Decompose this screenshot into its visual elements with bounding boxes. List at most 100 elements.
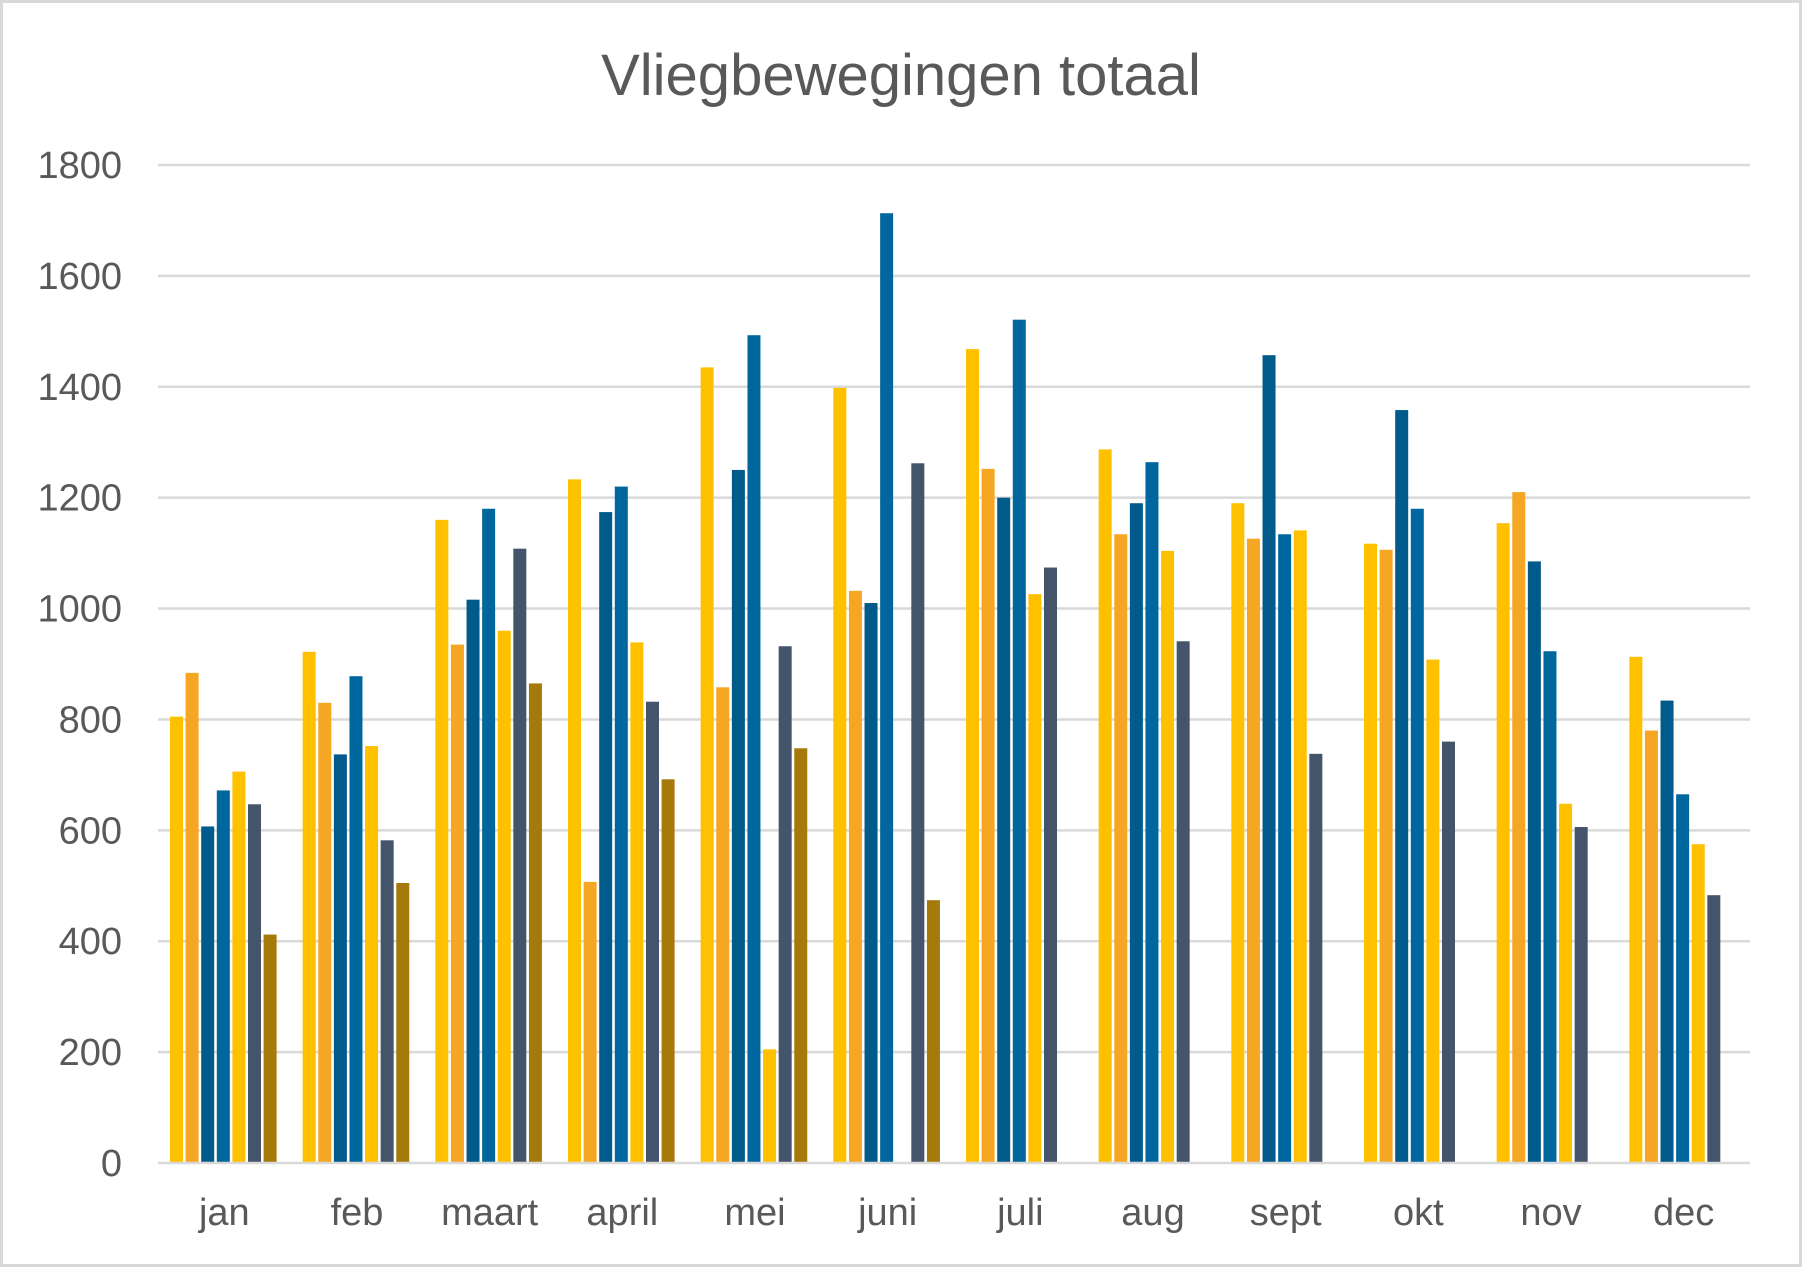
bar-april-series-4	[614, 486, 628, 1164]
bar-juni-series-6	[911, 463, 925, 1163]
y-tick-label: 600	[59, 810, 122, 852]
bar-mei-series-2	[716, 687, 730, 1163]
bar-aug-series-6	[1176, 641, 1190, 1163]
bar-jan-series-6	[248, 804, 261, 1163]
x-tick-label: juli	[996, 1192, 1043, 1234]
bar-jan-series-1	[170, 716, 183, 1163]
bar-dec-series-1	[1629, 656, 1643, 1163]
x-tick-label: feb	[331, 1192, 384, 1234]
x-tick-label: mei	[724, 1192, 785, 1234]
bar-okt-series-3	[1395, 410, 1409, 1163]
bar-jan-series-2	[185, 672, 199, 1163]
bar-mei-series-7	[794, 748, 808, 1163]
bar-maart-series-6	[513, 548, 527, 1163]
x-tick-label: sept	[1250, 1192, 1322, 1234]
y-tick-label: 1000	[37, 589, 122, 631]
bar-mei-series-3	[731, 469, 745, 1163]
bar-april-series-1	[568, 479, 581, 1163]
bar-aug-series-5	[1161, 550, 1175, 1163]
bar-juni-series-7	[926, 900, 940, 1163]
chart-title: Vliegbewegingen totaal	[601, 43, 1201, 108]
bar-mei-series-4	[747, 335, 761, 1163]
bar-juli-series-3	[997, 497, 1011, 1164]
bar-juli-series-1	[966, 349, 979, 1163]
bar-juni-series-4	[880, 213, 894, 1163]
bar-feb-series-4	[349, 676, 363, 1163]
bar-nov-series-3	[1527, 561, 1541, 1163]
bar-juli-series-6	[1044, 567, 1057, 1163]
bar-mei-series-1	[700, 367, 714, 1164]
bar-feb-series-6	[380, 840, 394, 1163]
bar-sept-series-4	[1278, 534, 1292, 1163]
bar-juli-series-2	[981, 468, 995, 1163]
bar-aug-series-3	[1129, 503, 1143, 1163]
y-tick-label: 400	[59, 921, 122, 963]
bar-okt-series-1	[1364, 543, 1377, 1163]
bar-okt-series-5	[1426, 659, 1440, 1163]
bars	[170, 213, 1721, 1164]
bar-april-series-3	[599, 512, 613, 1163]
bar-dec-series-6	[1707, 895, 1721, 1163]
x-tick-label: maart	[441, 1192, 539, 1234]
bar-nov-series-4	[1543, 651, 1557, 1163]
bar-april-series-6	[646, 701, 659, 1163]
bar-maart-series-7	[528, 683, 542, 1163]
bar-april-series-5	[630, 642, 644, 1163]
bar-juni-series-1	[833, 387, 847, 1163]
bar-mei-series-6	[778, 646, 792, 1163]
bar-dec-series-5	[1691, 844, 1705, 1163]
x-tick-label: april	[586, 1192, 658, 1234]
bar-jan-series-4	[216, 790, 230, 1163]
bar-maart-series-5	[497, 630, 511, 1163]
bar-feb-series-3	[333, 754, 347, 1163]
bar-maart-series-1	[435, 519, 449, 1163]
y-tick-label: 200	[59, 1032, 122, 1074]
bar-mei-series-5	[763, 1049, 777, 1163]
bar-juli-series-4	[1012, 319, 1026, 1163]
gridlines	[158, 163, 1750, 1054]
y-tick-label: 1800	[37, 145, 122, 187]
bar-maart-series-3	[466, 599, 480, 1163]
bar-juli-series-5	[1028, 594, 1042, 1163]
bar-aug-series-2	[1114, 534, 1128, 1163]
x-tick-label: jan	[198, 1192, 250, 1234]
y-tick-label: 1200	[37, 478, 122, 520]
x-tick-label: okt	[1393, 1192, 1444, 1234]
bar-feb-series-5	[365, 746, 379, 1163]
bar-okt-series-4	[1410, 508, 1424, 1163]
y-tick-label: 1600	[37, 256, 122, 298]
bar-juni-series-3	[864, 603, 878, 1163]
x-axis-labels: jan feb maart april mei juni juli aug sept okt nov…	[198, 1192, 1714, 1234]
x-tick-label: juni	[857, 1192, 917, 1234]
bar-sept-series-6	[1309, 753, 1323, 1163]
bar-sept-series-1	[1231, 503, 1245, 1163]
bar-feb-series-1	[302, 651, 316, 1163]
bar-feb-series-2	[318, 702, 332, 1163]
bar-dec-series-3	[1660, 700, 1674, 1163]
x-tick-label: nov	[1520, 1192, 1581, 1234]
bar-april-series-7	[661, 779, 675, 1163]
bar-jan-series-5	[232, 771, 246, 1163]
bar-feb-series-7	[396, 883, 410, 1163]
bar-nov-series-6	[1574, 827, 1588, 1163]
bar-dec-series-2	[1644, 730, 1658, 1163]
bar-sept-series-5	[1293, 530, 1307, 1163]
bar-sept-series-3	[1262, 355, 1276, 1163]
bar-okt-series-6	[1442, 741, 1455, 1163]
x-tick-label: dec	[1653, 1192, 1714, 1234]
bar-nov-series-2	[1512, 492, 1526, 1164]
x-tick-label: aug	[1121, 1192, 1184, 1234]
bar-aug-series-4	[1145, 462, 1159, 1163]
bar-nov-series-1	[1496, 523, 1510, 1163]
y-tick-label: 1400	[37, 367, 122, 409]
bar-sept-series-2	[1246, 538, 1260, 1163]
y-tick-label: 0	[101, 1143, 122, 1185]
bar-okt-series-2	[1379, 549, 1393, 1163]
bar-aug-series-1	[1098, 449, 1112, 1163]
bar-maart-series-2	[450, 644, 464, 1163]
bar-april-series-2	[583, 881, 597, 1163]
bar-nov-series-5	[1559, 803, 1573, 1163]
bar-juni-series-2	[848, 590, 862, 1163]
bar-jan-series-3	[201, 826, 215, 1163]
